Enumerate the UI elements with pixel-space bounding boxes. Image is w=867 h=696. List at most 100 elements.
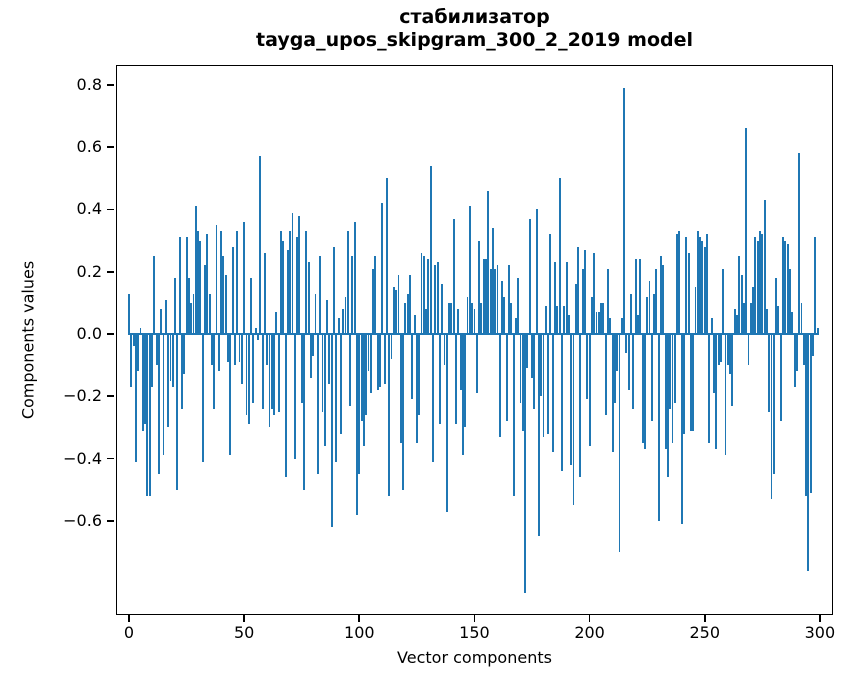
bar bbox=[277, 334, 280, 412]
bar bbox=[385, 178, 388, 334]
bar bbox=[323, 334, 326, 447]
bar bbox=[411, 334, 414, 400]
bar bbox=[600, 302, 603, 334]
bar bbox=[482, 259, 485, 334]
bar bbox=[662, 265, 665, 334]
bar bbox=[491, 228, 494, 334]
bar bbox=[765, 309, 768, 334]
bar bbox=[717, 334, 720, 366]
bar bbox=[680, 334, 683, 524]
bar bbox=[420, 253, 423, 334]
bar bbox=[565, 262, 568, 334]
bar bbox=[581, 268, 584, 334]
bar bbox=[494, 268, 497, 334]
bar bbox=[673, 334, 676, 403]
bar bbox=[775, 277, 778, 334]
bar bbox=[623, 87, 626, 334]
bar bbox=[404, 302, 407, 334]
y-tick-label: 0.6 bbox=[76, 137, 102, 157]
bar bbox=[625, 334, 628, 353]
bar bbox=[208, 293, 211, 334]
bar bbox=[747, 334, 750, 366]
bar bbox=[231, 246, 234, 334]
bar bbox=[252, 334, 255, 403]
bar bbox=[630, 293, 632, 334]
bar bbox=[567, 315, 570, 334]
bar bbox=[729, 334, 732, 375]
x-tick-mark bbox=[588, 615, 591, 622]
bar bbox=[731, 334, 734, 406]
bar bbox=[362, 334, 365, 447]
bar bbox=[169, 334, 172, 381]
bar bbox=[155, 334, 158, 366]
bar bbox=[692, 334, 695, 431]
bar bbox=[807, 334, 810, 571]
bar bbox=[372, 268, 375, 334]
bar bbox=[508, 265, 510, 334]
bar bbox=[528, 218, 531, 334]
bar bbox=[768, 334, 771, 412]
y-tick-mark bbox=[107, 83, 115, 86]
y-tick-mark bbox=[107, 520, 115, 522]
bar bbox=[795, 334, 798, 372]
bar bbox=[805, 334, 808, 496]
bar bbox=[466, 296, 469, 334]
bar bbox=[618, 334, 621, 553]
bar bbox=[749, 302, 752, 334]
bar bbox=[330, 334, 333, 528]
bar bbox=[344, 296, 347, 334]
bar bbox=[358, 334, 361, 475]
bar bbox=[613, 334, 616, 403]
bar bbox=[561, 334, 563, 472]
bar bbox=[298, 215, 301, 334]
bar bbox=[406, 293, 409, 334]
x-tick-mark bbox=[819, 615, 821, 622]
bar bbox=[736, 315, 738, 334]
bar bbox=[742, 302, 745, 334]
x-tick-label: 250 bbox=[689, 623, 721, 642]
bar bbox=[802, 334, 805, 366]
bar bbox=[399, 334, 402, 444]
bar bbox=[236, 231, 239, 334]
bar bbox=[335, 334, 338, 462]
bar bbox=[201, 334, 204, 462]
bar bbox=[671, 334, 674, 444]
bar bbox=[809, 334, 812, 493]
bar bbox=[141, 334, 144, 431]
bar bbox=[314, 293, 317, 334]
bar bbox=[740, 274, 743, 334]
bar bbox=[148, 334, 151, 496]
bar bbox=[160, 309, 163, 334]
plot-area: 0.8 0.6 0.4 0.2 0.0 −0.2 −0.4 −0.6 0 50 100 150 200 2… bbox=[63, 65, 835, 667]
bar bbox=[745, 128, 748, 334]
bar bbox=[701, 240, 704, 334]
bar bbox=[549, 234, 552, 334]
bar bbox=[653, 293, 656, 334]
bar bbox=[542, 334, 545, 437]
y-tick-label: 0.8 bbox=[76, 74, 102, 94]
bar bbox=[676, 234, 679, 334]
bar bbox=[685, 237, 688, 334]
x-tick-mark bbox=[703, 615, 706, 622]
bar bbox=[247, 334, 250, 425]
bar bbox=[190, 302, 193, 334]
bar bbox=[457, 309, 460, 334]
bar bbox=[215, 224, 218, 334]
bar bbox=[321, 334, 324, 412]
bar bbox=[689, 334, 692, 431]
x-tick-mark bbox=[358, 615, 361, 622]
y-tick-mark bbox=[107, 457, 115, 460]
bar bbox=[489, 268, 492, 334]
bar bbox=[478, 240, 480, 334]
bar bbox=[130, 334, 133, 387]
bar bbox=[171, 334, 174, 387]
bar bbox=[547, 334, 550, 434]
bar bbox=[162, 334, 165, 456]
bar bbox=[655, 268, 658, 334]
bar bbox=[648, 281, 651, 334]
bar bbox=[305, 231, 308, 334]
bar bbox=[793, 334, 796, 387]
bar bbox=[360, 334, 363, 422]
bar bbox=[452, 218, 455, 334]
bar bbox=[312, 334, 315, 356]
